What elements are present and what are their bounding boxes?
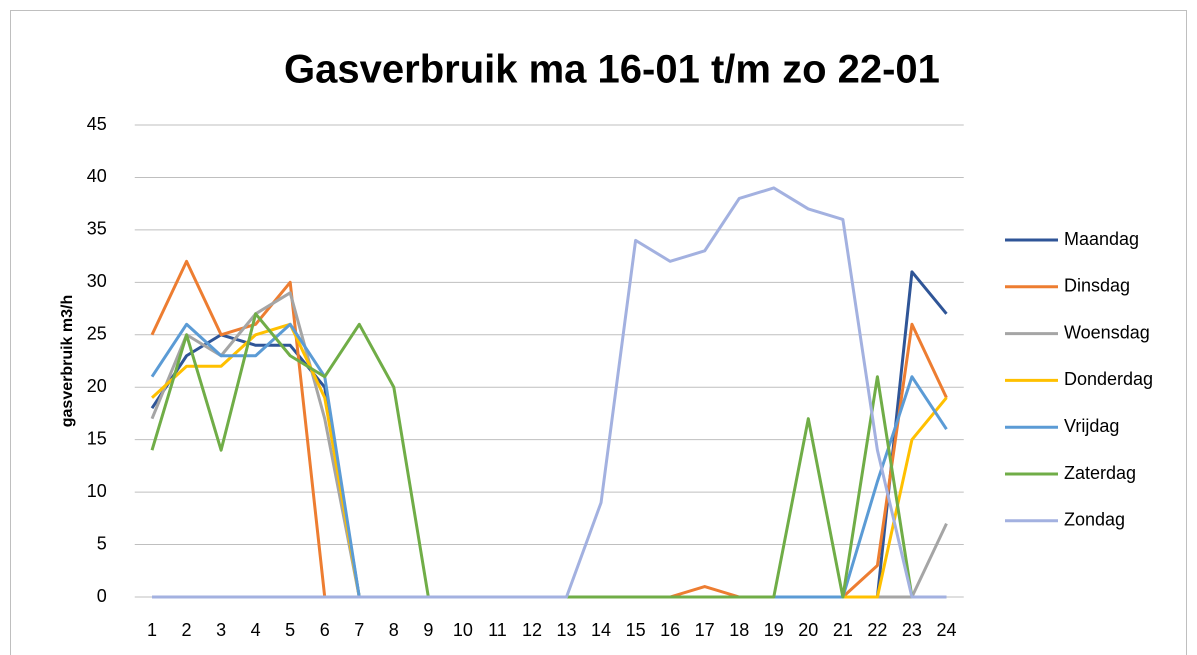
y-tick-label: 0 [97,586,107,606]
x-tick-label: 20 [798,620,818,640]
y-tick-label: 45 [87,114,107,134]
y-tick-label: 25 [87,324,107,344]
y-tick-label: 30 [87,271,107,291]
legend-label: Zaterdag [1064,463,1136,483]
legend-label: Vrijdag [1064,416,1119,436]
series-line [152,186,947,599]
x-tick-label: 23 [902,620,922,640]
legend-label: Maandag [1064,229,1139,249]
x-tick-label: 24 [936,620,956,640]
legend-label: Woensdag [1064,322,1150,342]
x-tick-label: 6 [320,620,330,640]
x-tick-label: 11 [488,620,507,640]
x-tick-label: 19 [764,620,784,640]
x-tick-label: 16 [660,620,680,640]
y-tick-label: 20 [87,376,107,396]
x-tick-label: 1 [147,620,157,640]
x-tick-label: 13 [557,620,577,640]
x-tick-label: 14 [591,620,611,640]
x-tick-label: 7 [354,620,364,640]
x-tick-label: 5 [285,620,295,640]
legend-label: Donderdag [1064,369,1153,389]
legend-label: Dinsdag [1064,276,1130,296]
chart-title: Gasverbruik ma 16-01 t/m zo 22-01 [284,48,940,92]
x-tick-label: 8 [389,620,399,640]
x-tick-label: 15 [626,620,646,640]
x-tick-label: 4 [251,620,261,640]
chart-border [10,10,1187,655]
y-tick-label: 5 [97,533,107,553]
y-tick-label: 10 [87,481,107,501]
x-tick-label: 21 [833,620,853,640]
legend-label: Zondag [1064,510,1125,530]
y-axis-label: gasverbruik m3/h [59,295,76,428]
x-tick-label: 9 [423,620,433,640]
x-tick-label: 17 [695,620,715,640]
y-tick-label: 40 [87,166,107,186]
x-tick-label: 10 [453,620,473,640]
x-tick-label: 12 [522,620,542,640]
x-tick-label: 3 [216,620,226,640]
x-tick-label: 18 [729,620,749,640]
x-tick-label: 2 [182,620,192,640]
x-tick-label: 22 [867,620,887,640]
y-tick-label: 15 [87,428,107,448]
y-tick-label: 35 [87,219,107,239]
